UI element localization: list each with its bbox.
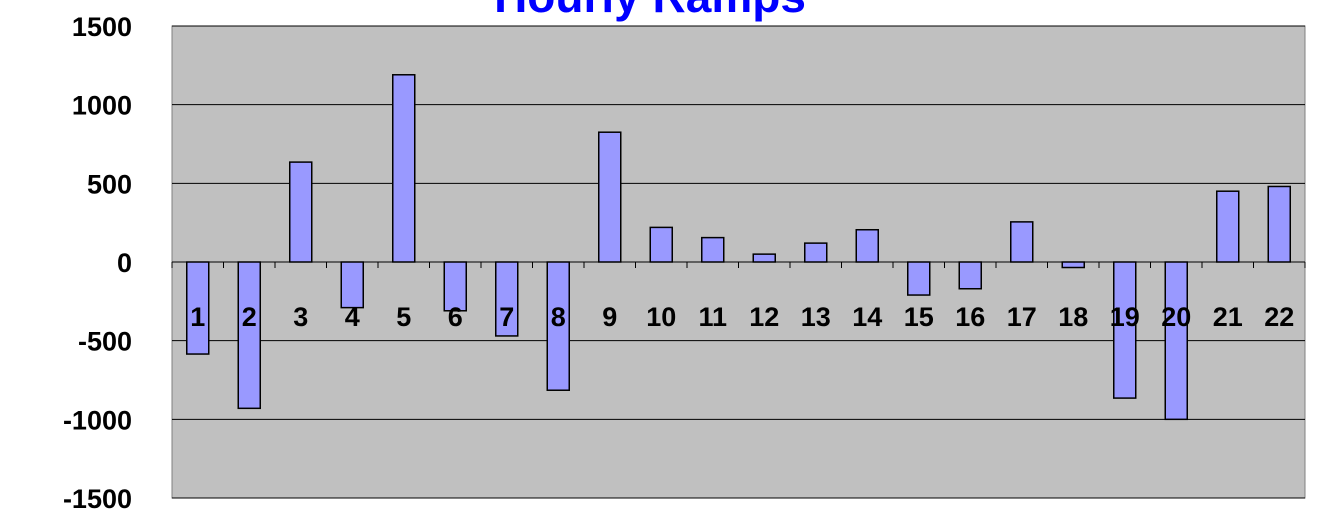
bar xyxy=(1061,261,1085,269)
bar xyxy=(958,261,982,290)
x-tick-label: 17 xyxy=(1007,302,1037,332)
y-tick-label: 1000 xyxy=(72,91,132,121)
x-tick-label: 9 xyxy=(602,302,617,332)
bar xyxy=(1216,190,1240,263)
bar xyxy=(186,261,210,355)
bar xyxy=(907,261,931,296)
x-tick-label: 11 xyxy=(698,302,727,332)
bar xyxy=(804,242,828,263)
x-tick-label: 3 xyxy=(293,302,308,332)
bar xyxy=(392,74,416,263)
x-tick-label: 18 xyxy=(1058,302,1088,332)
bar xyxy=(289,161,313,263)
bar xyxy=(340,261,364,309)
x-tick-label: 13 xyxy=(801,302,831,332)
chart-title: Hourly Ramps xyxy=(494,0,806,22)
x-tick-label: 5 xyxy=(396,302,411,332)
x-tick-label: 1 xyxy=(190,302,205,332)
x-tick-label: 7 xyxy=(499,302,514,332)
x-tick-label: 16 xyxy=(955,302,985,332)
bar xyxy=(1113,261,1137,399)
bar xyxy=(752,253,776,263)
x-tick-label: 10 xyxy=(646,302,676,332)
y-tick-label: -500 xyxy=(78,327,132,357)
y-tick-label: 0 xyxy=(117,248,132,278)
x-tick-label: 20 xyxy=(1161,302,1191,332)
y-tick-label: 1500 xyxy=(72,12,132,42)
bar xyxy=(495,261,519,337)
x-tick-label: 22 xyxy=(1264,302,1294,332)
bar xyxy=(237,261,261,410)
x-tick-label: 6 xyxy=(448,302,463,332)
bar xyxy=(1267,185,1291,263)
bar xyxy=(649,226,673,263)
x-tick-label: 2 xyxy=(242,302,257,332)
x-tick-label: 14 xyxy=(852,302,882,332)
y-tick-label: -1000 xyxy=(63,405,132,435)
x-tick-label: 21 xyxy=(1213,302,1243,332)
bar xyxy=(443,261,467,312)
y-tick-label: -1500 xyxy=(63,484,132,514)
x-tick-label: 15 xyxy=(904,302,934,332)
y-tick-label: 500 xyxy=(87,169,132,199)
bar xyxy=(1164,261,1188,421)
x-tick-label: 8 xyxy=(551,302,566,332)
x-tick-label: 12 xyxy=(749,302,779,332)
bar xyxy=(546,261,570,391)
bar xyxy=(1010,221,1034,263)
bar xyxy=(701,236,725,263)
bar xyxy=(598,131,622,263)
x-tick-label: 19 xyxy=(1110,302,1140,332)
bar xyxy=(855,228,879,263)
x-tick-label: 4 xyxy=(345,302,360,332)
